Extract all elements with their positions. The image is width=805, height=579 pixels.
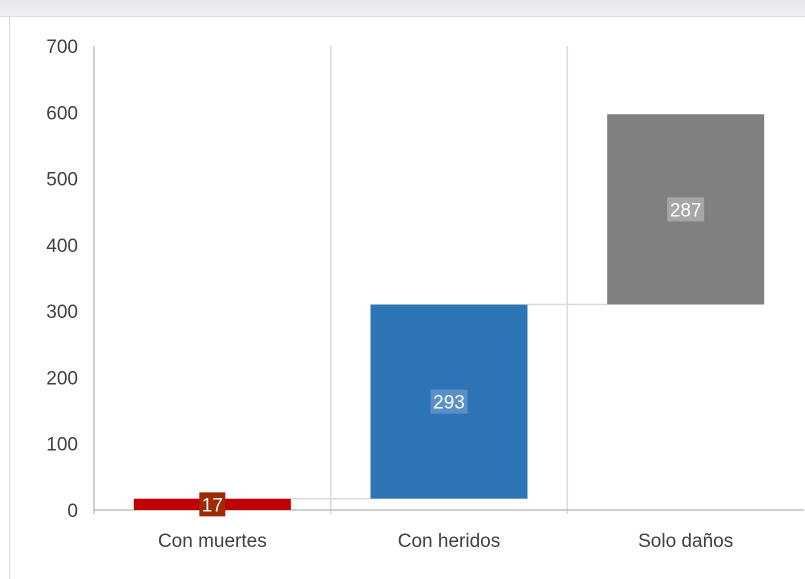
top-strip bbox=[0, 0, 805, 17]
y-tick-label-200: 200 bbox=[46, 368, 78, 389]
data-label-box-1 bbox=[199, 492, 226, 517]
frame-left-edge bbox=[9, 17, 10, 579]
data-label-box-3 bbox=[667, 197, 705, 222]
y-tick-label-0: 0 bbox=[67, 501, 78, 522]
category-label-2: Con heridos bbox=[398, 531, 500, 552]
y-tick-label-700: 700 bbox=[46, 37, 78, 58]
category-label-1: Con muertes bbox=[158, 531, 267, 552]
y-tick-label-300: 300 bbox=[46, 302, 78, 323]
y-tick-label-600: 600 bbox=[46, 103, 78, 124]
data-label-1: 17 bbox=[202, 495, 223, 516]
y-tick-label-500: 500 bbox=[46, 170, 78, 191]
y-tick-label-100: 100 bbox=[46, 435, 78, 456]
data-label-box-2 bbox=[430, 389, 468, 414]
y-tick-label-400: 400 bbox=[46, 236, 78, 257]
category-label-3: Solo daños bbox=[638, 531, 733, 552]
data-label-2: 293 bbox=[433, 393, 465, 414]
data-label-3: 287 bbox=[670, 200, 702, 221]
